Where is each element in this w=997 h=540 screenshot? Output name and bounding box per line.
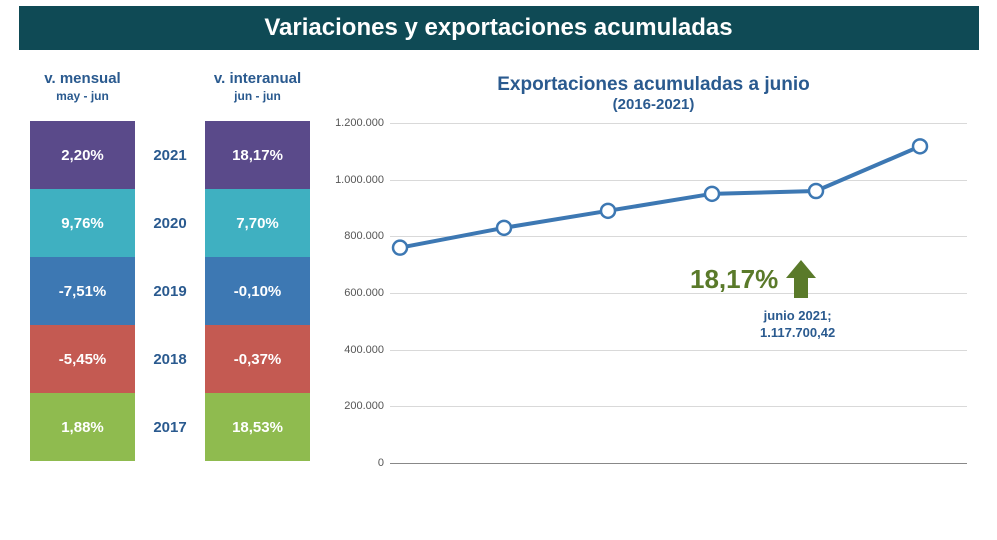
chart-title: Exportaciones acumuladas a junio <box>330 74 977 96</box>
page-title: Variaciones y exportaciones acumuladas <box>19 6 979 50</box>
monthly-cell: -7,51% <box>30 257 135 325</box>
chart-marker <box>601 204 615 218</box>
y-axis-label: 1.000.000 <box>335 174 390 186</box>
variation-columns: v. mensual may - jun 2,20%9,76%-7,51%-5,… <box>30 70 310 463</box>
yearly-cell: -0,37% <box>205 325 310 393</box>
year-cell: 2017 <box>135 393 205 461</box>
data-label: junio 2021;1.117.700,42 <box>760 308 835 342</box>
monthly-column: v. mensual may - jun 2,20%9,76%-7,51%-5,… <box>30 70 135 463</box>
chart-area: Exportaciones acumuladas a junio (2016-2… <box>310 70 977 463</box>
yearly-cell: 18,17% <box>205 121 310 189</box>
chart-marker <box>809 184 823 198</box>
callout-percent: 18,17% <box>690 258 818 300</box>
yearly-subheader: jun - jun <box>234 89 281 103</box>
year-cell: 2021 <box>135 121 205 189</box>
monthly-cell: 9,76% <box>30 189 135 257</box>
year-cell: 2019 <box>135 257 205 325</box>
line-chart: 0200.000400.000600.000800.0001.000.0001.… <box>390 123 967 463</box>
chart-marker <box>497 221 511 235</box>
content-row: v. mensual may - jun 2,20%9,76%-7,51%-5,… <box>0 50 997 463</box>
y-axis-label: 800.000 <box>344 230 390 242</box>
monthly-cell: 1,88% <box>30 393 135 461</box>
chart-subtitle: (2016-2021) <box>330 96 977 113</box>
y-axis-label: 400.000 <box>344 344 390 356</box>
monthly-cell: -5,45% <box>30 325 135 393</box>
chart-marker <box>393 241 407 255</box>
callout-text: 18,17% <box>690 264 778 295</box>
yearly-column: v. interanual jun - jun 18,17%7,70%-0,10… <box>205 70 310 463</box>
monthly-cell: 2,20% <box>30 121 135 189</box>
y-axis-label: 600.000 <box>344 287 390 299</box>
yearly-cell: 18,53% <box>205 393 310 461</box>
yearly-cell: -0,10% <box>205 257 310 325</box>
yearly-header: v. interanual <box>214 70 301 87</box>
y-axis-label: 200.000 <box>344 400 390 412</box>
year-cell: 2020 <box>135 189 205 257</box>
yearly-cell: 7,70% <box>205 189 310 257</box>
monthly-header: v. mensual <box>44 70 120 87</box>
chart-marker <box>913 139 927 153</box>
y-axis-label: 0 <box>378 457 390 469</box>
arrow-up-icon <box>784 258 818 300</box>
monthly-subheader: may - jun <box>56 89 109 103</box>
chart-line <box>400 146 920 247</box>
year-cell: 2018 <box>135 325 205 393</box>
chart-svg <box>390 123 930 473</box>
y-axis-label: 1.200.000 <box>335 117 390 129</box>
chart-marker <box>705 187 719 201</box>
year-column: x x 20212020201920182017 <box>135 70 205 463</box>
